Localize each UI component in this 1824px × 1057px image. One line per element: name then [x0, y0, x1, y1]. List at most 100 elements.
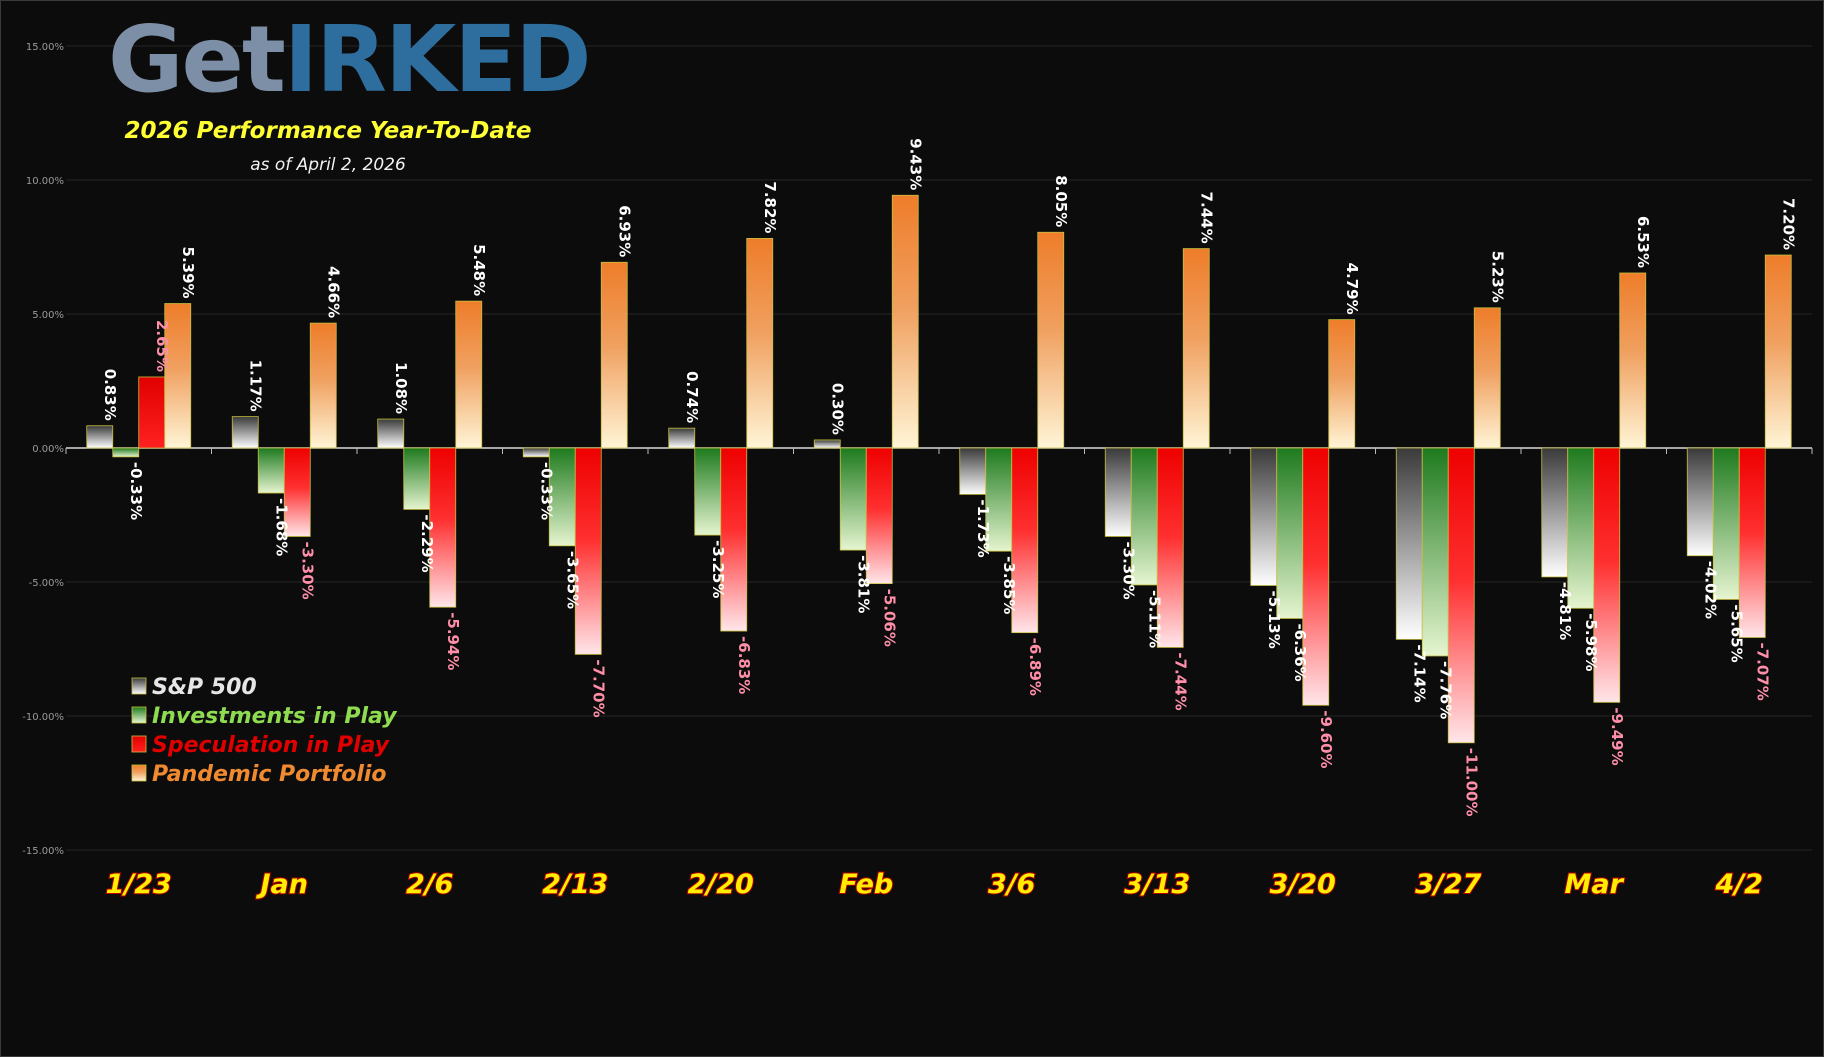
- bar-pandemic-5: [891, 194, 919, 449]
- data-label-investments: -7.76%: [1436, 661, 1454, 719]
- x-category-label: 4/2: [1715, 869, 1763, 900]
- bar-sp500-8: [1250, 447, 1278, 586]
- data-label-speculation: -6.89%: [1026, 638, 1044, 696]
- data-label-speculation: -7.44%: [1171, 652, 1189, 710]
- data-label-investments: -5.98%: [1582, 613, 1600, 671]
- bar-pandemic-3: [600, 261, 628, 449]
- data-label-sp500: 0.74%: [683, 371, 701, 423]
- bar-investments-3: [548, 447, 576, 547]
- y-tick-label: 10.00%: [26, 176, 64, 187]
- data-label-speculation: -6.83%: [735, 636, 753, 694]
- bar-sp500-10: [1541, 447, 1569, 578]
- bar-speculation-10: [1593, 447, 1621, 703]
- bar-speculation-7: [1156, 447, 1184, 648]
- x-axis-categories: 1/23 Jan 2/6 2/13 2/20 Feb 3/6 3/13 3/20 3/27 Mar 4…: [105, 868, 1764, 901]
- data-label-investments: -2.29%: [418, 514, 436, 572]
- legend-swatch-speculation: [131, 735, 147, 753]
- data-label-pandemic: 5.48%: [470, 244, 488, 296]
- bar-speculation-0: [138, 376, 166, 449]
- bar-investments-11: [1712, 447, 1740, 600]
- y-tick-label: -15.00%: [22, 846, 64, 857]
- legend-swatch-sp500: [131, 677, 147, 695]
- bar-pandemic-8: [1328, 319, 1356, 449]
- bar-sp500-0: [86, 425, 114, 449]
- bar-investments-10: [1567, 447, 1595, 609]
- data-labels: 0.83% -0.33% 2.65% 5.39% 1.17% -1.68% -3.30% 4.…: [101, 138, 1798, 816]
- data-label-speculation: -7.70%: [589, 659, 607, 717]
- data-label-pandemic: 5.23%: [1488, 251, 1506, 303]
- data-label-pandemic: 4.79%: [1343, 263, 1361, 315]
- bar-speculation-9: [1447, 447, 1475, 744]
- bar-speculation-2: [429, 447, 457, 608]
- bar-pandemic-7: [1182, 248, 1210, 449]
- bar-investments-6: [985, 447, 1013, 552]
- data-label-investments: -1.68%: [272, 498, 290, 556]
- data-label-pandemic: 6.53%: [1634, 216, 1652, 268]
- bar-sp500-7: [1104, 447, 1132, 537]
- legend-label-speculation: Speculation in Play: [152, 733, 391, 758]
- x-category-label: 3/20: [1270, 869, 1336, 900]
- data-label-pandemic: 6.93%: [615, 205, 633, 257]
- data-label-sp500: -5.13%: [1265, 590, 1283, 648]
- data-label-investments: -6.36%: [1291, 623, 1309, 681]
- bar-speculation-8: [1302, 447, 1330, 706]
- bar-investments-8: [1276, 447, 1304, 619]
- x-category-label: 3/13: [1124, 869, 1190, 900]
- bar-sp500-3: [522, 447, 550, 458]
- x-category-label: Feb: [839, 869, 893, 900]
- x-category-label: 1/23: [106, 869, 172, 900]
- x-category-label: 3/6: [988, 869, 1035, 900]
- x-category-label: Mar: [1565, 869, 1625, 900]
- data-label-speculation: -7.07%: [1753, 642, 1771, 700]
- bar-investments-1: [257, 447, 285, 494]
- logo-text: GetIRKED: [108, 6, 591, 113]
- data-label-speculation: -5.06%: [880, 589, 898, 647]
- bar-investments-4: [694, 447, 722, 536]
- data-label-pandemic: 8.05%: [1052, 175, 1070, 227]
- bars: [86, 194, 1792, 744]
- as-of-date: as of April 2, 2026: [250, 155, 406, 175]
- legend: S&P 500 Investments in Play Speculation in…: [131, 675, 398, 787]
- data-label-investments: -5.11%: [1145, 590, 1163, 648]
- data-label-sp500: -4.02%: [1701, 561, 1719, 619]
- data-label-sp500: 0.83%: [101, 369, 119, 421]
- bar-speculation-4: [720, 447, 748, 632]
- bar-sp500-4: [668, 427, 696, 449]
- bar-speculation-3: [574, 447, 602, 655]
- bar-pandemic-10: [1619, 272, 1647, 449]
- data-label-sp500: -1.73%: [974, 499, 992, 557]
- data-label-sp500: 0.30%: [828, 383, 846, 435]
- data-label-investments: -3.65%: [563, 551, 581, 609]
- data-label-investments: -5.65%: [1727, 604, 1745, 662]
- data-label-investments: -3.85%: [1000, 556, 1018, 614]
- bar-investments-9: [1421, 447, 1449, 657]
- data-label-sp500: -3.30%: [1119, 541, 1137, 599]
- bar-pandemic-0: [164, 303, 192, 449]
- bar-speculation-6: [1011, 447, 1039, 634]
- y-tick-label: 5.00%: [32, 310, 64, 321]
- data-label-pandemic: 9.43%: [906, 138, 924, 190]
- data-label-pandemic: 7.20%: [1779, 198, 1797, 250]
- data-label-speculation: -9.49%: [1608, 707, 1626, 765]
- data-label-sp500: -7.14%: [1410, 644, 1428, 702]
- x-category-label: Jan: [256, 869, 309, 900]
- data-label-speculation: -5.94%: [444, 612, 462, 670]
- bar-sp500-2: [377, 418, 405, 449]
- y-tick-label: -10.00%: [22, 712, 64, 723]
- bar-speculation-5: [865, 447, 893, 585]
- bar-pandemic-2: [455, 300, 483, 449]
- data-label-pandemic: 7.44%: [1197, 192, 1215, 244]
- bar-speculation-1: [283, 447, 311, 537]
- bar-investments-2: [403, 447, 431, 510]
- legend-swatch-pandemic: [131, 764, 147, 782]
- bar-investments-5: [839, 447, 867, 551]
- data-label-investments: -3.81%: [854, 555, 872, 613]
- y-tick-label: 0.00%: [32, 444, 64, 455]
- bar-pandemic-9: [1473, 307, 1501, 449]
- bar-sp500-1: [231, 416, 259, 449]
- data-label-sp500: -0.33%: [537, 462, 555, 520]
- data-label-sp500: -4.81%: [1556, 582, 1574, 640]
- y-tick-label: -5.00%: [29, 578, 64, 589]
- bar-pandemic-6: [1037, 231, 1065, 449]
